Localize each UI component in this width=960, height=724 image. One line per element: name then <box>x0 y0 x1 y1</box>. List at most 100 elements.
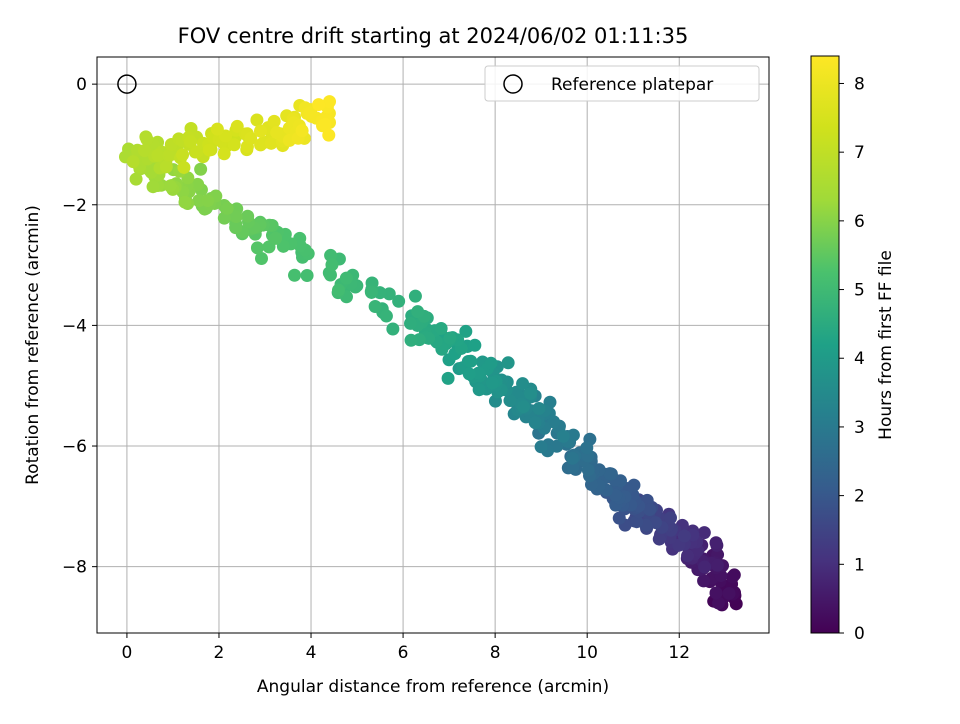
scatter-point <box>472 366 486 380</box>
scatter-point <box>146 180 160 194</box>
scatter-point <box>709 536 723 550</box>
scatter-point <box>220 201 234 215</box>
scatter-points <box>118 95 743 612</box>
colorbar-tick-label: 7 <box>854 143 865 163</box>
scatter-point <box>379 309 393 323</box>
scatter-point <box>468 338 482 352</box>
scatter-point <box>229 210 243 224</box>
scatter-point <box>322 95 336 109</box>
scatter-point <box>462 367 476 381</box>
y-axis-label: Rotation from reference (arcmin) <box>23 205 43 485</box>
scatter-point <box>528 415 542 429</box>
x-tick-label: 6 <box>398 643 409 663</box>
scatter-point <box>300 269 314 283</box>
scatter-point <box>404 333 418 347</box>
scatter-point <box>194 162 208 176</box>
scatter-point <box>270 126 284 140</box>
legend-label: Reference platepar <box>551 75 713 95</box>
x-axis: 0 2 4 6 8 10 12 <box>122 633 690 663</box>
legend-box <box>484 65 760 102</box>
x-tick-label: 8 <box>490 643 501 663</box>
chart-title: FOV centre drift starting at 2024/06/02 … <box>178 24 689 48</box>
scatter-point <box>485 376 499 390</box>
x-tick-label: 12 <box>668 643 690 663</box>
scatter-point <box>288 268 302 282</box>
scatter-point <box>386 322 400 336</box>
scatter-point <box>501 356 515 370</box>
scatter-point <box>129 172 143 186</box>
scatter-point <box>404 316 418 330</box>
scatter-point <box>339 271 353 285</box>
scatter-point <box>565 451 579 465</box>
scatter-point <box>392 294 406 308</box>
scatter-point <box>253 124 267 138</box>
scatter-point <box>556 429 570 443</box>
x-tick-label: 2 <box>214 643 225 663</box>
scatter-point <box>663 511 677 525</box>
scatter-point <box>230 119 244 133</box>
colorbar-label: Hours from first FF file <box>876 250 896 440</box>
y-tick-label: −6 <box>62 437 87 457</box>
scatter-point <box>267 114 281 128</box>
scatter-point <box>368 299 382 313</box>
legend: Reference platepar <box>484 65 760 102</box>
colorbar-frame <box>810 55 840 634</box>
scatter-point <box>163 179 177 193</box>
scatter-point <box>176 148 190 162</box>
scatter-point <box>408 289 422 303</box>
scatter-point <box>295 124 309 138</box>
scatter-point <box>126 155 140 169</box>
colorbar-tick-label: 4 <box>854 349 865 369</box>
scatter-point <box>177 160 191 174</box>
x-tick-label: 0 <box>122 643 133 663</box>
scatter-point <box>677 529 691 543</box>
x-tick-label: 4 <box>306 643 317 663</box>
scatter-point <box>140 132 154 146</box>
colorbar-tick-label: 8 <box>854 74 865 94</box>
scatter-point <box>178 195 192 209</box>
scatter-point <box>255 251 269 265</box>
y-tick-label: 0 <box>76 75 87 95</box>
scatter-point <box>580 441 594 455</box>
scatter-point <box>210 122 224 136</box>
scatter-point <box>472 383 486 397</box>
colorbar-tick-label: 1 <box>854 555 865 575</box>
scatter-point <box>184 135 198 149</box>
legend-marker <box>503 74 523 94</box>
scatter-point <box>697 574 711 588</box>
scatter-point <box>229 221 243 235</box>
scatter-point <box>672 538 686 552</box>
scatter-point <box>312 98 326 112</box>
scatter-point <box>698 560 712 574</box>
scatter-point <box>303 106 317 120</box>
scatter-point <box>138 144 152 158</box>
scatter-point <box>711 558 725 572</box>
scatter-point <box>534 440 548 454</box>
scatter-point <box>250 113 264 127</box>
reference-marker <box>117 74 137 94</box>
scatter-point <box>459 324 473 338</box>
scatter-point <box>697 526 711 540</box>
scatter-point <box>151 148 165 162</box>
scatter-point <box>164 148 178 162</box>
scatter-point <box>709 586 723 600</box>
scatter-point <box>332 283 346 297</box>
scatter-point <box>443 331 457 345</box>
x-tick-label: 10 <box>576 643 598 663</box>
scatter-point <box>484 356 498 370</box>
scatter-point <box>192 194 206 208</box>
scatter-point <box>726 570 740 584</box>
scatter-point <box>441 371 455 385</box>
scatter-point <box>503 394 517 408</box>
plot-frame <box>96 56 770 634</box>
scatter-point <box>517 400 531 414</box>
y-tick-label: −2 <box>62 196 87 216</box>
scatter-point <box>191 177 205 191</box>
scatter-point <box>217 147 231 161</box>
scatter-point <box>652 532 666 546</box>
scatter-point <box>322 128 336 142</box>
scatter-point <box>365 285 379 299</box>
scatter-point <box>532 401 546 415</box>
colorbar-tick-label: 2 <box>854 487 865 507</box>
